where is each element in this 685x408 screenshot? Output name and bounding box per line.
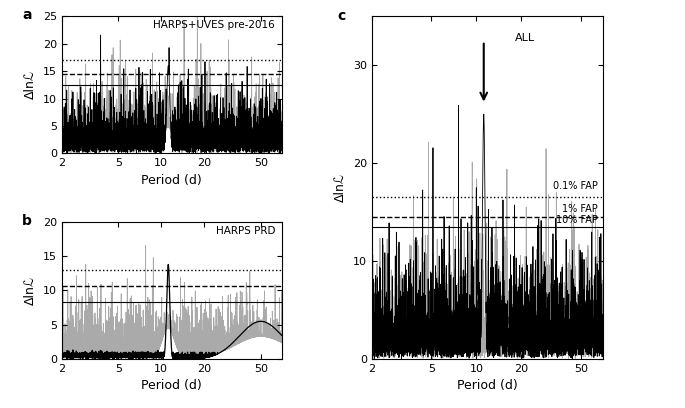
- Text: 10% FAP: 10% FAP: [556, 215, 598, 225]
- Text: HARPS+UVES pre-2016: HARPS+UVES pre-2016: [153, 20, 275, 31]
- X-axis label: Period (d): Period (d): [457, 379, 518, 392]
- Text: 1% FAP: 1% FAP: [562, 204, 598, 214]
- X-axis label: Period (d): Period (d): [141, 174, 202, 187]
- Text: 0.1% FAP: 0.1% FAP: [553, 181, 598, 191]
- Y-axis label: Δlnℒ: Δlnℒ: [24, 276, 37, 305]
- X-axis label: Period (d): Period (d): [141, 379, 202, 392]
- Text: ALL: ALL: [515, 33, 535, 44]
- Text: HARPS PRD: HARPS PRD: [216, 226, 275, 236]
- Text: b: b: [22, 214, 32, 228]
- Y-axis label: Δlnℒ: Δlnℒ: [334, 173, 347, 202]
- Y-axis label: Δlnℒ: Δlnℒ: [24, 71, 37, 99]
- Text: a: a: [22, 8, 32, 22]
- Text: c: c: [337, 9, 345, 24]
